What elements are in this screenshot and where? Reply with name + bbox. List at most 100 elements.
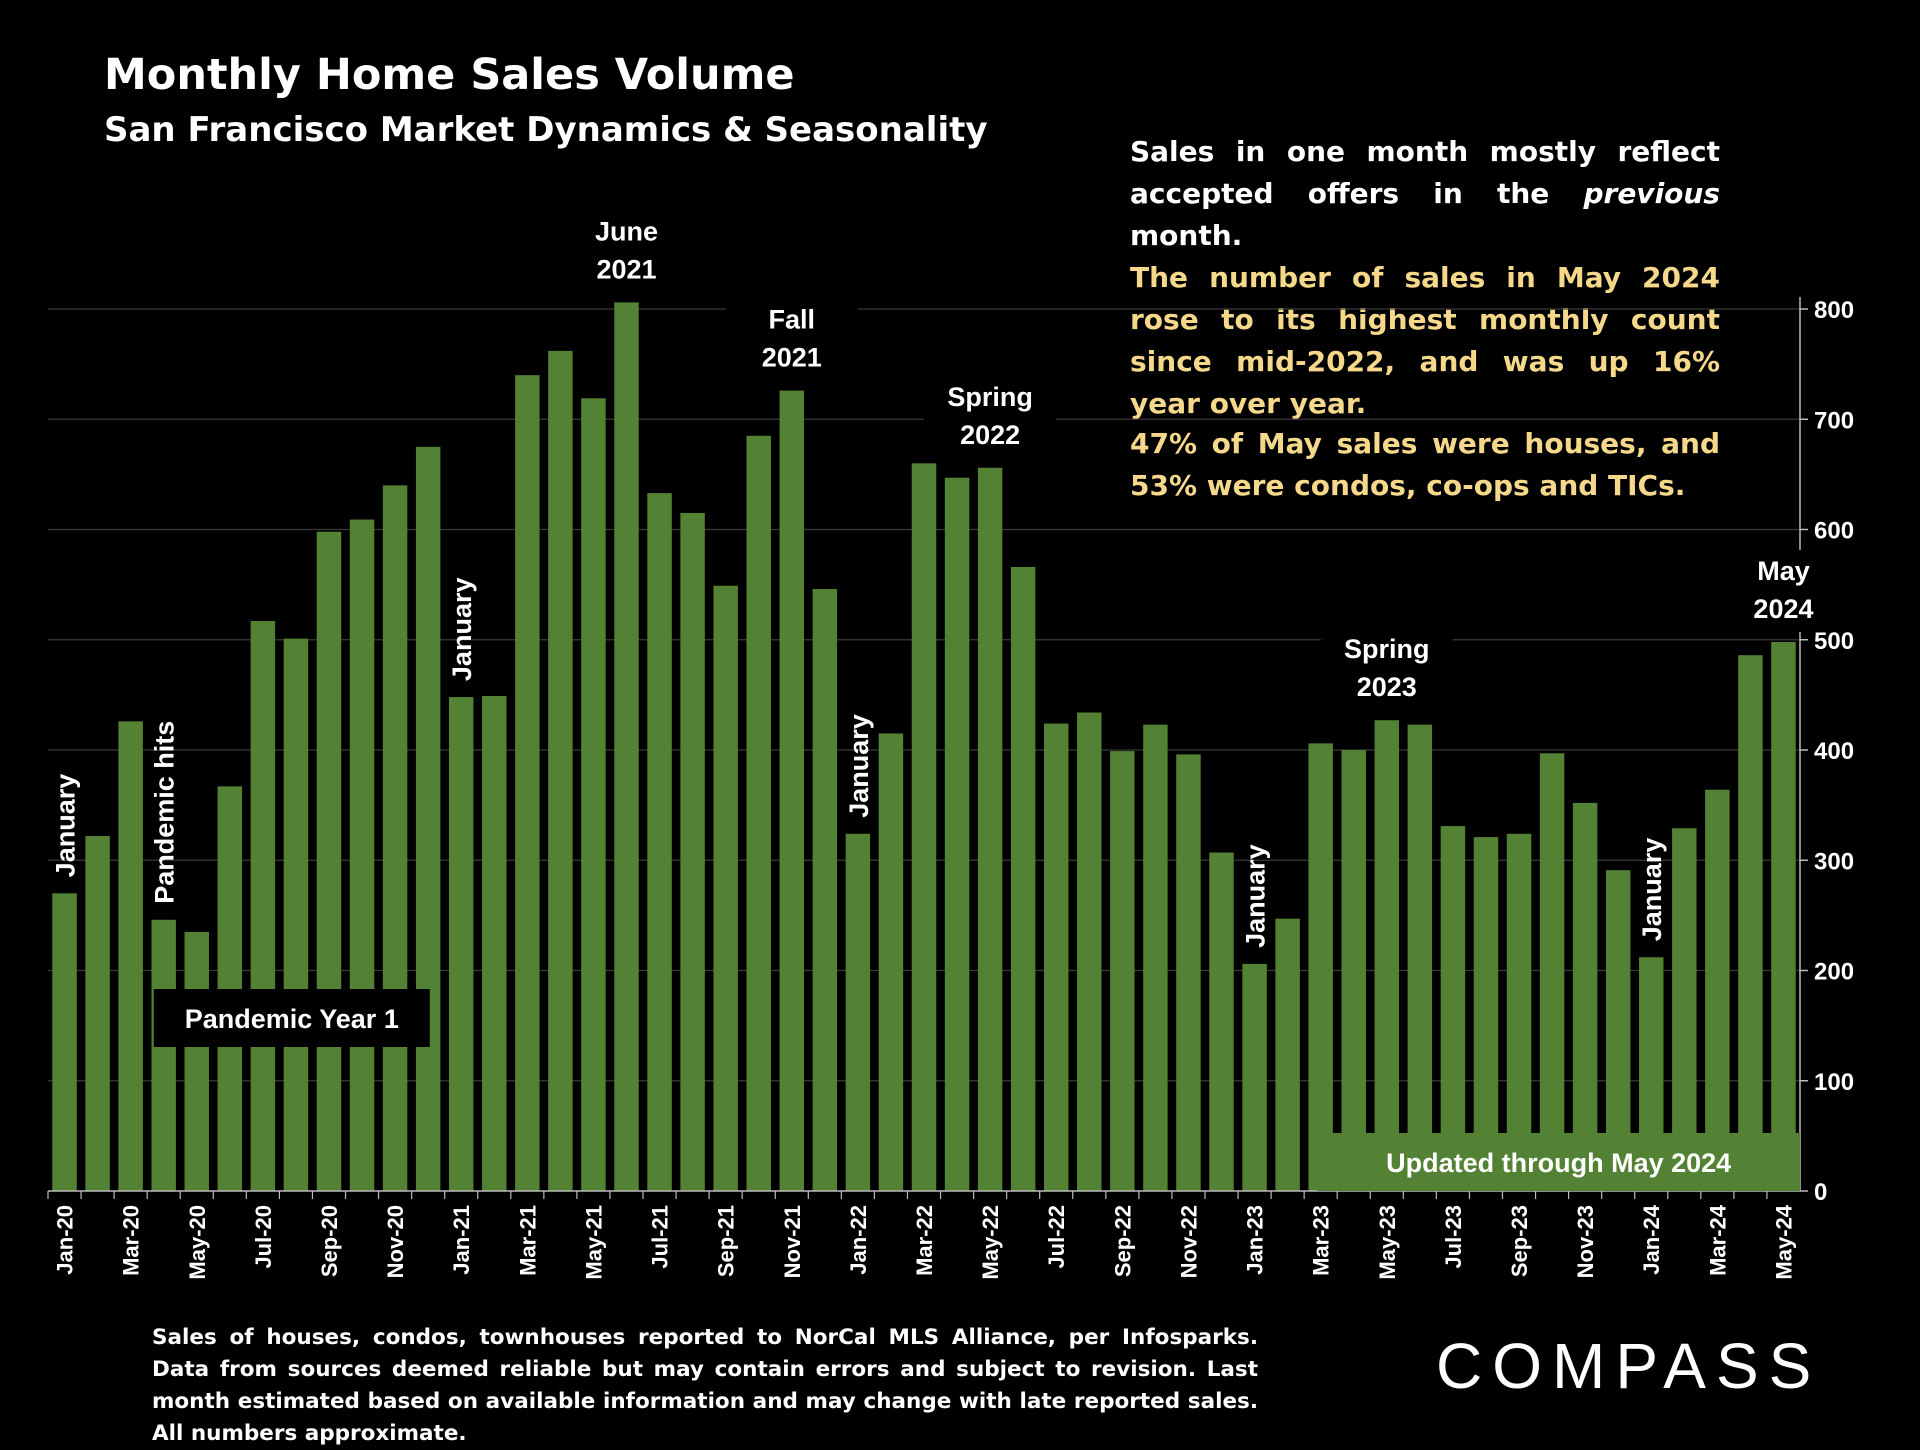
chart-title: Monthly Home Sales Volume [104, 50, 795, 100]
x-tick-label-6: Jan-21 [449, 1205, 474, 1275]
bar-Oct-20 [349, 519, 375, 1191]
compass-logo: COMPASS [1436, 1330, 1821, 1402]
annotation-7: Fall 2021 [725, 298, 858, 381]
bar-Apr-20 [151, 919, 176, 1191]
x-tick-label-21: Jul-23 [1441, 1205, 1466, 1269]
y-tick-label-1: 100 [1814, 1069, 1854, 1096]
note-property-mix: 47% of May sales were houses, and 53% we… [1130, 427, 1720, 502]
bar-Jun-20 [217, 786, 243, 1191]
bar-Aug-23 [1473, 837, 1499, 1191]
bar-Mar-21 [515, 375, 540, 1191]
bar-Jan-20 [52, 893, 77, 1191]
bar-Nov-20 [382, 485, 408, 1191]
bar-Jun-21 [614, 302, 639, 1191]
annotation-bg-10 [1717, 549, 1850, 632]
annotation-text-6: June 2021 [595, 216, 658, 284]
y-tick-label-0: 0 [1814, 1179, 1827, 1206]
bar-May-24 [1771, 641, 1796, 1191]
x-tick-label-10: Sep-21 [714, 1205, 739, 1277]
bar-Aug-22 [1077, 712, 1102, 1191]
annotation-1: Pandemic hits [150, 721, 180, 904]
compass-logo-text: COMPASS [1436, 1330, 1821, 1402]
annotation-6: June 2021 [560, 210, 693, 293]
annotation-4: January [1241, 844, 1271, 948]
bar-Dec-20 [415, 446, 441, 1191]
annotation-3: January [844, 714, 874, 818]
x-tick-label-14: May-22 [978, 1205, 1003, 1280]
y-tick-label-4: 400 [1814, 738, 1854, 765]
bar-Sep-20 [316, 531, 342, 1191]
bar-Feb-22 [878, 733, 904, 1191]
updated-through-box [1317, 1133, 1800, 1191]
pandemic-year-label: Pandemic Year 1 [185, 1004, 399, 1034]
x-tick-label-24: Jan-24 [1639, 1204, 1664, 1274]
x-tick-label-11: Nov-21 [780, 1205, 805, 1278]
x-tick-label-19: Mar-23 [1309, 1205, 1334, 1276]
x-tick-label-13: Mar-22 [912, 1205, 937, 1276]
bar-May-21 [581, 398, 606, 1191]
bar-Feb-24 [1672, 828, 1697, 1191]
bar-Apr-24 [1738, 655, 1763, 1191]
x-tick-label-12: Jan-22 [846, 1205, 871, 1275]
x-tick-label-25: Mar-24 [1705, 1204, 1730, 1276]
annotation-text-8: Spring 2022 [947, 382, 1033, 450]
bar-Jul-21 [647, 493, 672, 1191]
x-tick-label-3: Jul-20 [251, 1205, 276, 1269]
bar-Dec-22 [1209, 852, 1234, 1191]
annotation-bg-8 [924, 375, 1057, 458]
annotation-0: January [51, 774, 81, 878]
bar-May-23 [1374, 720, 1400, 1191]
bar-Jun-23 [1407, 724, 1433, 1191]
bar-Aug-21 [680, 512, 705, 1191]
bar-May-22 [977, 467, 1003, 1191]
bar-Jul-23 [1440, 826, 1466, 1191]
annotation-text-10: May 2024 [1753, 556, 1813, 624]
bar-Nov-22 [1176, 754, 1201, 1191]
x-tick-label-0: Jan-20 [53, 1205, 78, 1275]
annotation-bg-9 [1320, 628, 1453, 711]
x-tick-label-16: Sep-22 [1110, 1205, 1135, 1277]
y-tick-label-5: 500 [1814, 628, 1854, 655]
bar-Sep-22 [1110, 751, 1135, 1191]
y-tick-label-2: 200 [1814, 959, 1854, 986]
annotation-8: Spring 2022 [924, 375, 1057, 458]
x-tick-label-9: Jul-21 [648, 1205, 673, 1269]
bar-Mar-23 [1308, 743, 1333, 1191]
annotation-bg-7 [725, 298, 858, 381]
source-footnote: Sales of houses, condos, townhouses repo… [152, 1325, 1258, 1446]
bar-Jul-22 [1043, 723, 1069, 1191]
bar-Jan-23 [1242, 963, 1267, 1191]
bar-Feb-21 [482, 695, 507, 1191]
bar-Dec-21 [812, 589, 838, 1191]
bar-Apr-22 [944, 477, 970, 1191]
annotation-9: Spring 2023 [1320, 628, 1453, 711]
annotation-text-9: Spring 2023 [1344, 634, 1430, 702]
note-offers: Sales in one month mostly reflect accept… [1130, 131, 1720, 257]
x-tick-label-23: Nov-23 [1573, 1205, 1598, 1278]
sales-bar-chart: 0 100 200 300 400 500 600 700 800 Jan-20 Mar-20 Ma… [47, 210, 1855, 1280]
bar-Oct-22 [1143, 724, 1168, 1191]
note-offers-emphasis: previous [1583, 177, 1720, 210]
bar-Feb-20 [85, 835, 110, 1191]
x-tick-label-5: Nov-20 [383, 1205, 408, 1278]
annotations: January Pandemic hits January January Januar… [51, 210, 1850, 948]
annotation-bg-6 [560, 210, 693, 293]
note-offers-text-a: Sales in one month mostly reflect accept… [1130, 135, 1720, 210]
callout-boxes: Pandemic Year 1 Updated through May 2024 [153, 989, 1800, 1191]
chart-subtitle: San Francisco Market Dynamics & Seasonal… [104, 110, 988, 150]
x-tick-label-7: Mar-21 [515, 1205, 540, 1276]
annotation-10: May 2024 [1717, 549, 1850, 632]
bar-Mar-20 [118, 721, 143, 1191]
bar-May-20 [184, 931, 209, 1191]
x-tick-label-1: Mar-20 [119, 1205, 144, 1276]
bar-Mar-22 [911, 463, 937, 1192]
updated-through-label: Updated through May 2024 [1386, 1148, 1731, 1178]
bars [52, 302, 1796, 1192]
note-offers-text-b: month. [1130, 219, 1243, 252]
bar-Sep-21 [713, 585, 738, 1191]
bar-Jan-22 [845, 833, 871, 1191]
x-tick-label-20: May-23 [1375, 1205, 1400, 1280]
bar-Feb-23 [1275, 918, 1300, 1191]
x-tick-label-4: Sep-20 [317, 1205, 342, 1277]
bar-Apr-23 [1341, 750, 1366, 1191]
